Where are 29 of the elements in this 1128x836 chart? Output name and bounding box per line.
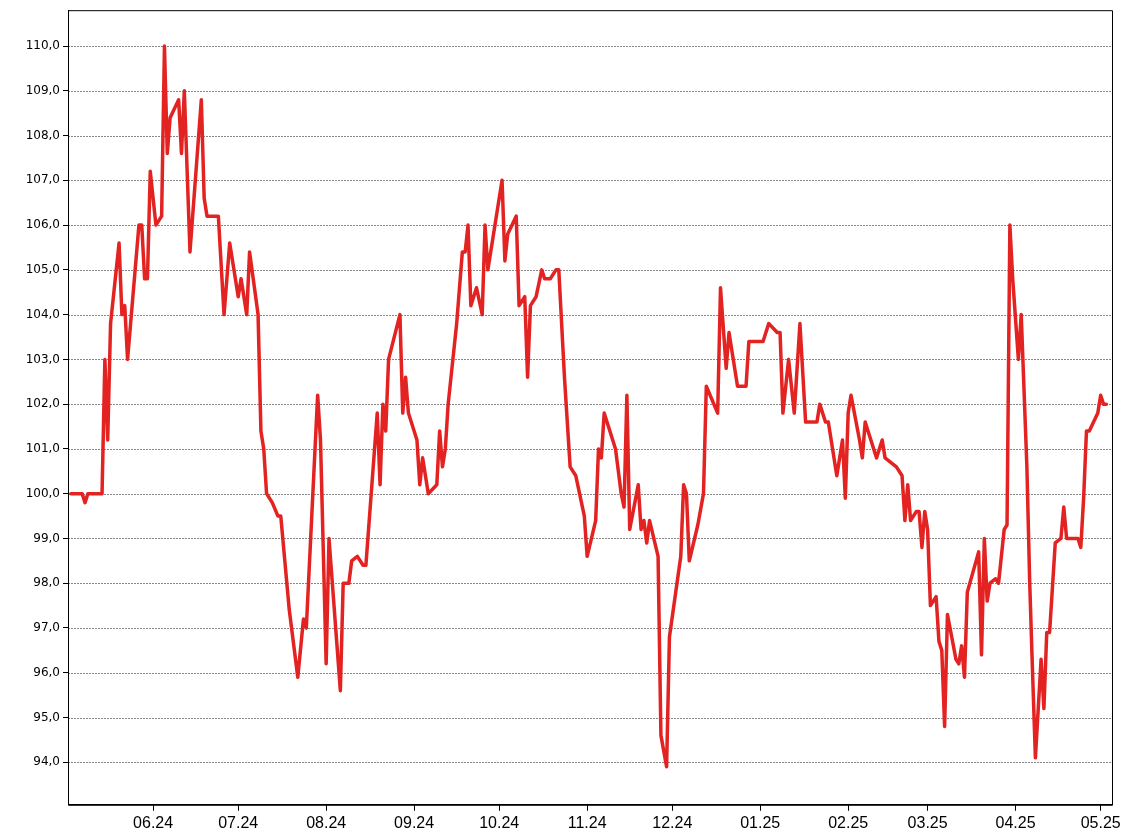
x-tick-label: 05.25 (1080, 813, 1121, 831)
y-tick-label: 107,0 (25, 172, 60, 187)
y-tick-label: 109,0 (25, 82, 60, 97)
y-tick-label: 110,0 (25, 38, 60, 53)
x-tick-label: 06.24 (133, 813, 174, 831)
x-tick-label: 11.24 (567, 813, 607, 831)
y-tick-label: 96,0 (33, 664, 60, 679)
y-tick-label: 100,0 (25, 485, 60, 500)
x-tick-label: 01.25 (740, 813, 781, 831)
y-tick-label: 95,0 (33, 709, 60, 724)
y-tick-label: 108,0 (25, 127, 60, 142)
y-tick-label: 97,0 (33, 620, 60, 635)
y-tick-label: 94,0 (33, 754, 60, 769)
x-tick-label: 12.24 (652, 813, 693, 831)
y-tick-label: 102,0 (25, 396, 60, 411)
x-tick-label: 07.24 (218, 813, 259, 831)
x-tick-label: 08.24 (306, 813, 347, 831)
x-tick-label: 09.24 (394, 813, 435, 831)
y-tick-label: 104,0 (25, 306, 60, 321)
y-tick-label: 99,0 (33, 530, 60, 545)
y-tick-label: 103,0 (25, 351, 60, 366)
y-tick-label: 101,0 (25, 441, 60, 456)
x-tick-label: 03.25 (907, 813, 948, 831)
y-tick-label: 106,0 (25, 217, 60, 232)
y-tick-label: 98,0 (33, 575, 60, 590)
y-tick-label: 105,0 (25, 261, 60, 276)
x-tick-label: 10.24 (479, 813, 520, 831)
x-tick-label: 02.25 (828, 813, 869, 831)
x-tick-label: 04.25 (995, 813, 1036, 831)
